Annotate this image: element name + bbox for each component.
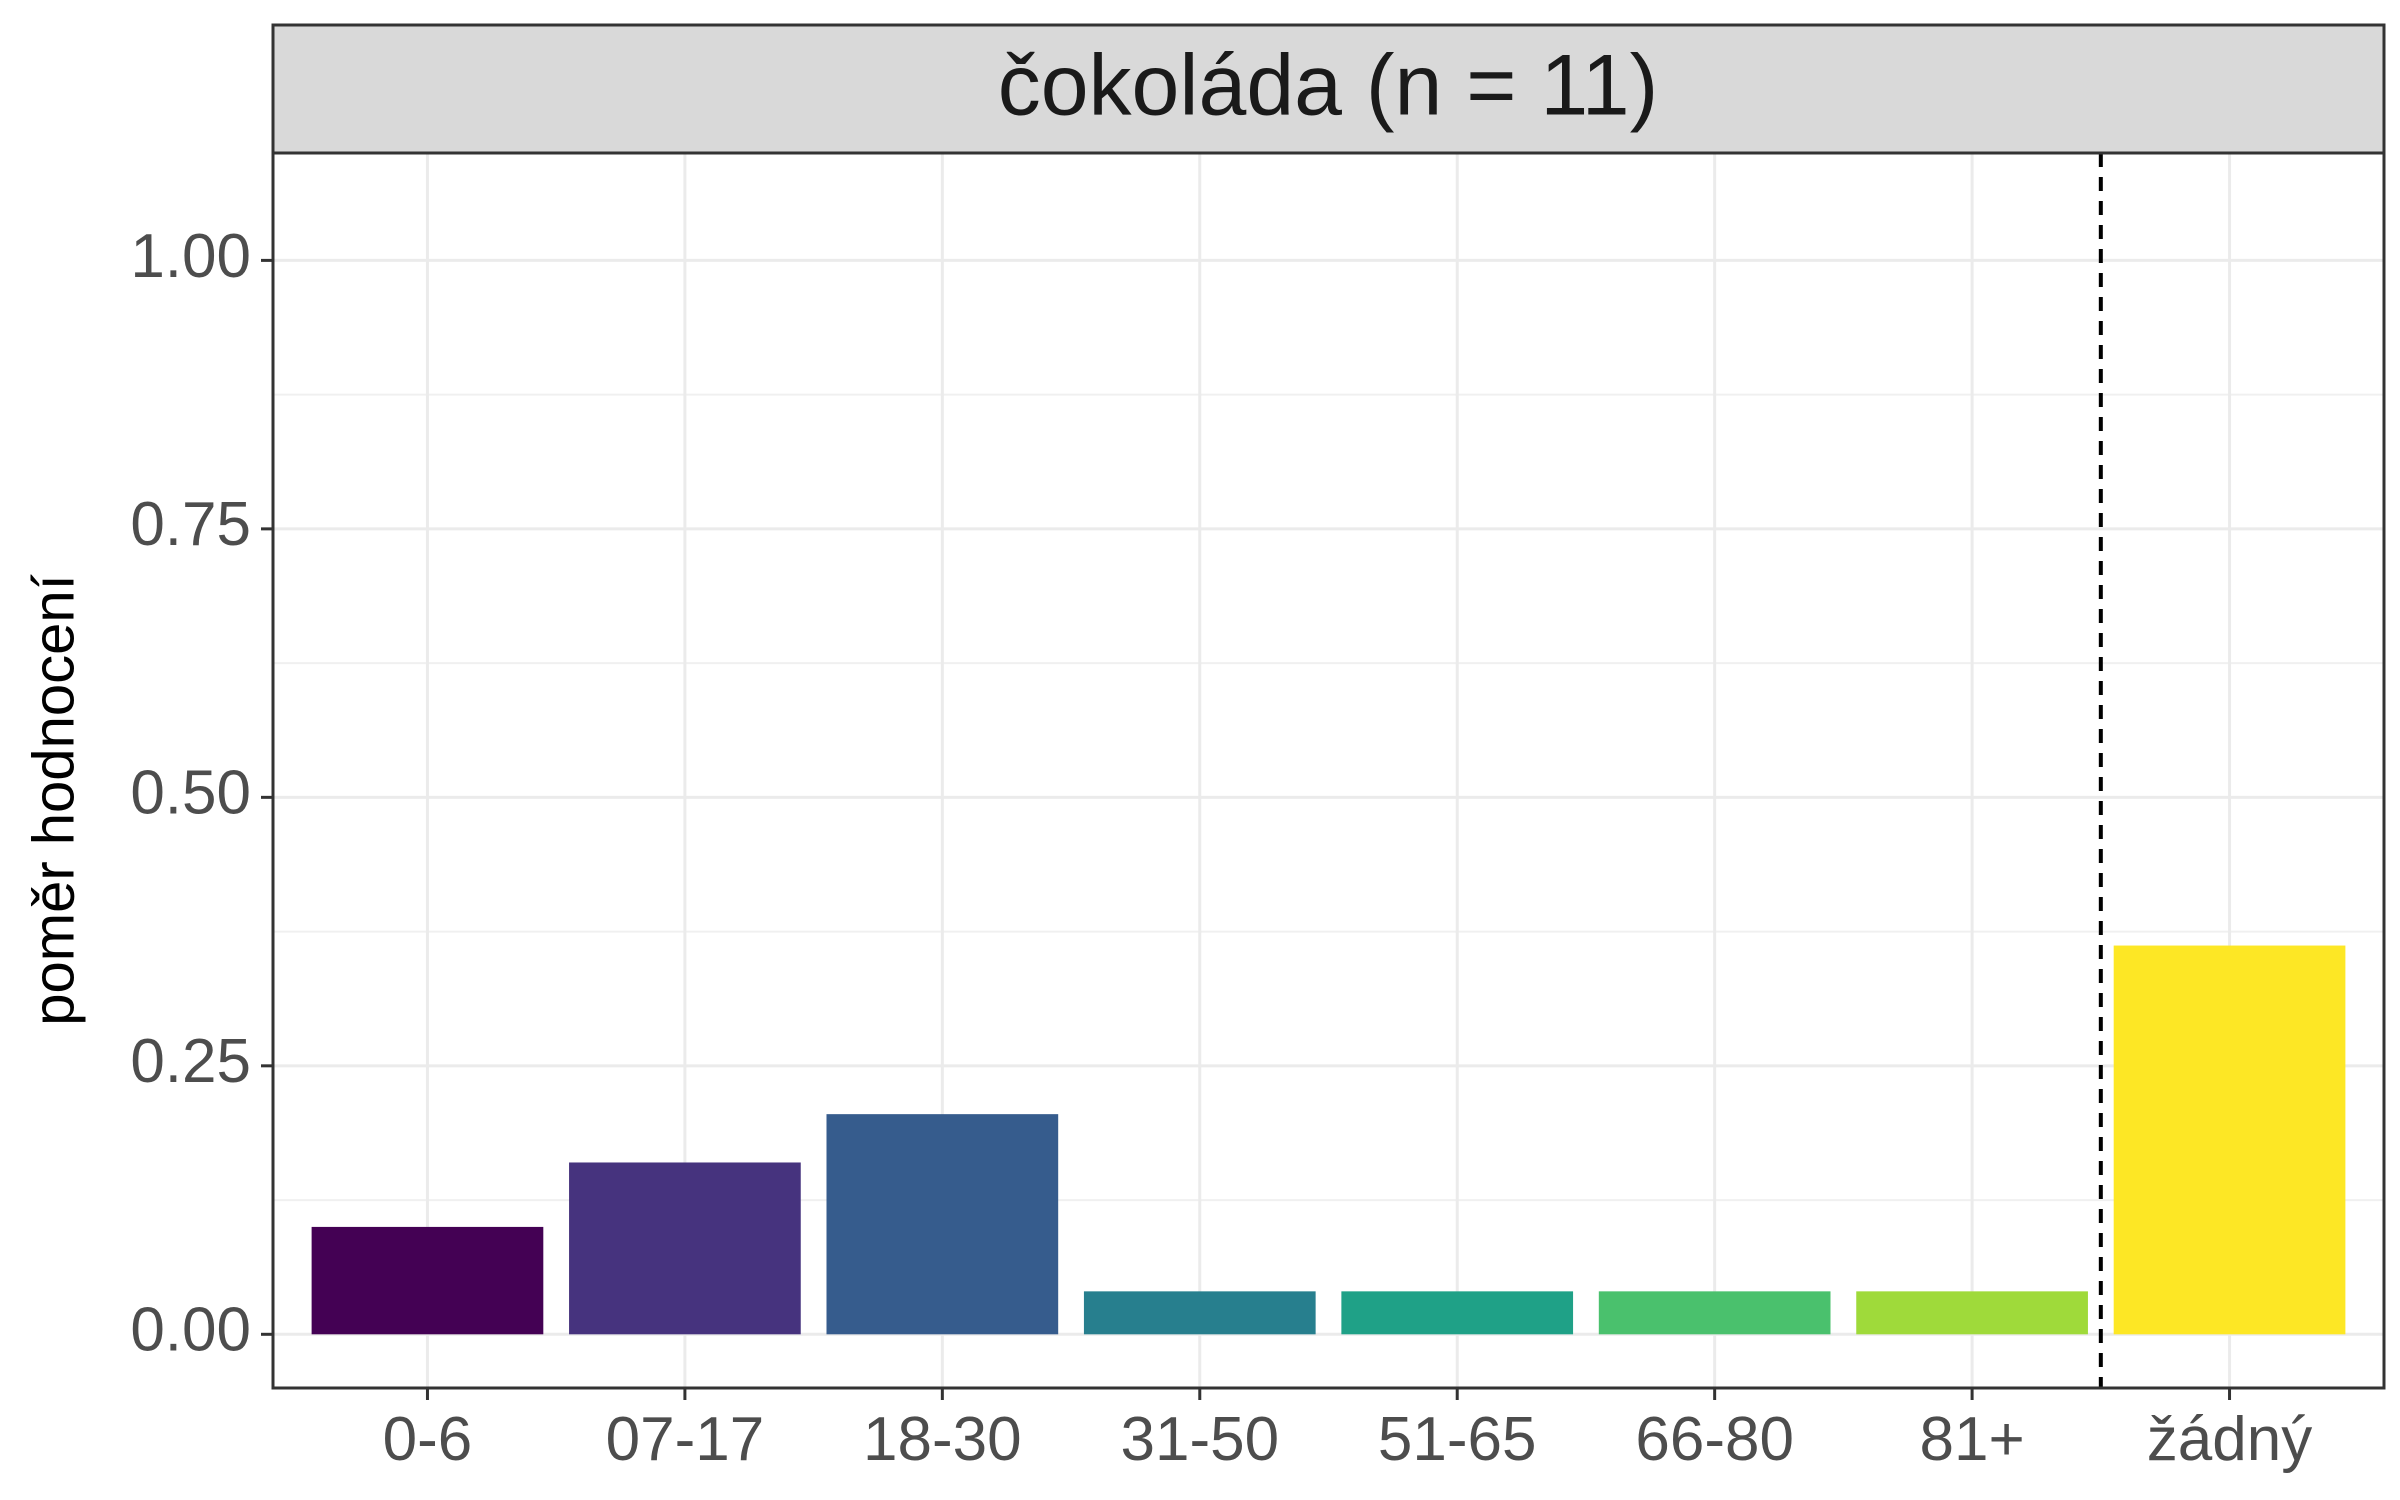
y-tick-label: 0.25: [130, 1027, 251, 1096]
y-tick-label: 0.75: [130, 490, 251, 559]
bar-51-65: [1341, 1291, 1574, 1335]
facet-title: čokoláda (n = 11): [998, 38, 1659, 134]
x-axis: 0-6 07-17 18-30 31-50 51-65 66-80 81+ žádný: [383, 1388, 2312, 1474]
facet-strip: [271, 23, 2386, 155]
bars: [311, 945, 2346, 1335]
y-axis-title: poměr hodnocení: [21, 574, 86, 1025]
bar-07-17: [569, 1162, 801, 1335]
x-tick-label: 07-17: [606, 1405, 765, 1474]
x-tick-label: žádný: [2147, 1405, 2312, 1474]
x-tick-label: 31-50: [1120, 1405, 1279, 1474]
bar-66-80: [1598, 1291, 1831, 1335]
x-tick-label: 0-6: [383, 1405, 473, 1474]
bar-31-50: [1083, 1291, 1316, 1335]
y-tick-label: 0.50: [130, 759, 251, 828]
y-tick-label: 0.00: [130, 1296, 251, 1365]
grid-minor: [273, 393, 2384, 1202]
bar-0-6: [311, 1226, 544, 1335]
x-tick-label: 81+: [1920, 1405, 2025, 1474]
bar-81+: [1856, 1291, 2088, 1335]
bar-18-30: [826, 1114, 1059, 1335]
x-tick-label: 66-80: [1635, 1405, 1794, 1474]
x-tick-label: 51-65: [1378, 1405, 1537, 1474]
y-tick-label: 1.00: [130, 222, 251, 291]
plot-border: [271, 151, 2386, 1390]
bar-žádný: [2113, 945, 2346, 1335]
y-axis: 0.00 0.25 0.50 0.75 1.00: [130, 222, 273, 1365]
x-tick-label: 18-30: [863, 1405, 1022, 1474]
